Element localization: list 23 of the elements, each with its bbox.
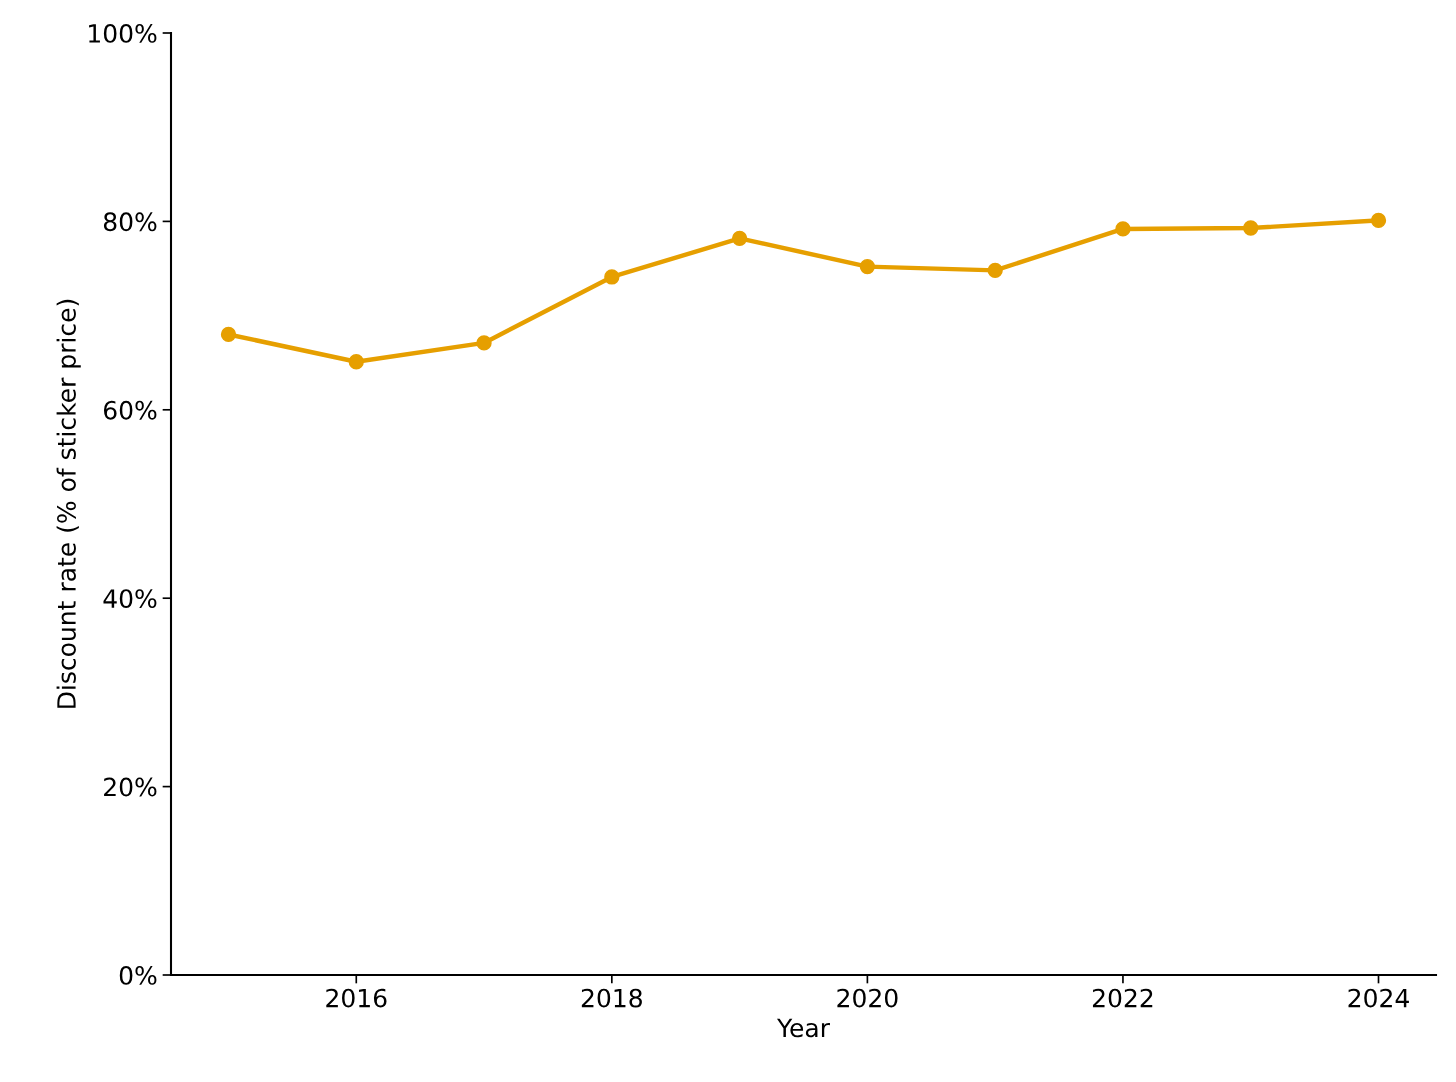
point [348, 354, 364, 370]
point [1370, 212, 1387, 229]
point [987, 262, 1003, 279]
point [1243, 220, 1259, 236]
x-axis-title: Year [776, 1018, 830, 1038]
x-tick-label: 2018 [581, 988, 642, 1008]
y-tick-label: 80% [103, 212, 157, 232]
point [476, 335, 492, 351]
point [604, 269, 620, 285]
y-tick-label: 100% [89, 23, 157, 43]
y-tick-label: 20% [104, 777, 157, 797]
x-tick-label: 2016 [326, 988, 387, 1008]
point [220, 326, 237, 343]
x-tick-label: 2020 [837, 988, 898, 1008]
y-tick-label: 40% [103, 589, 157, 609]
point [859, 258, 876, 275]
point [1115, 221, 1131, 237]
point [731, 230, 748, 246]
x-tick-label: 2022 [1092, 988, 1153, 1008]
x-tick-label: 2024 [1348, 988, 1409, 1008]
y-tick-label: 0% [119, 965, 157, 985]
y-axis-title: Discount rate (% of sticker price) [56, 299, 81, 708]
y-tick-label: 60% [103, 400, 157, 420]
